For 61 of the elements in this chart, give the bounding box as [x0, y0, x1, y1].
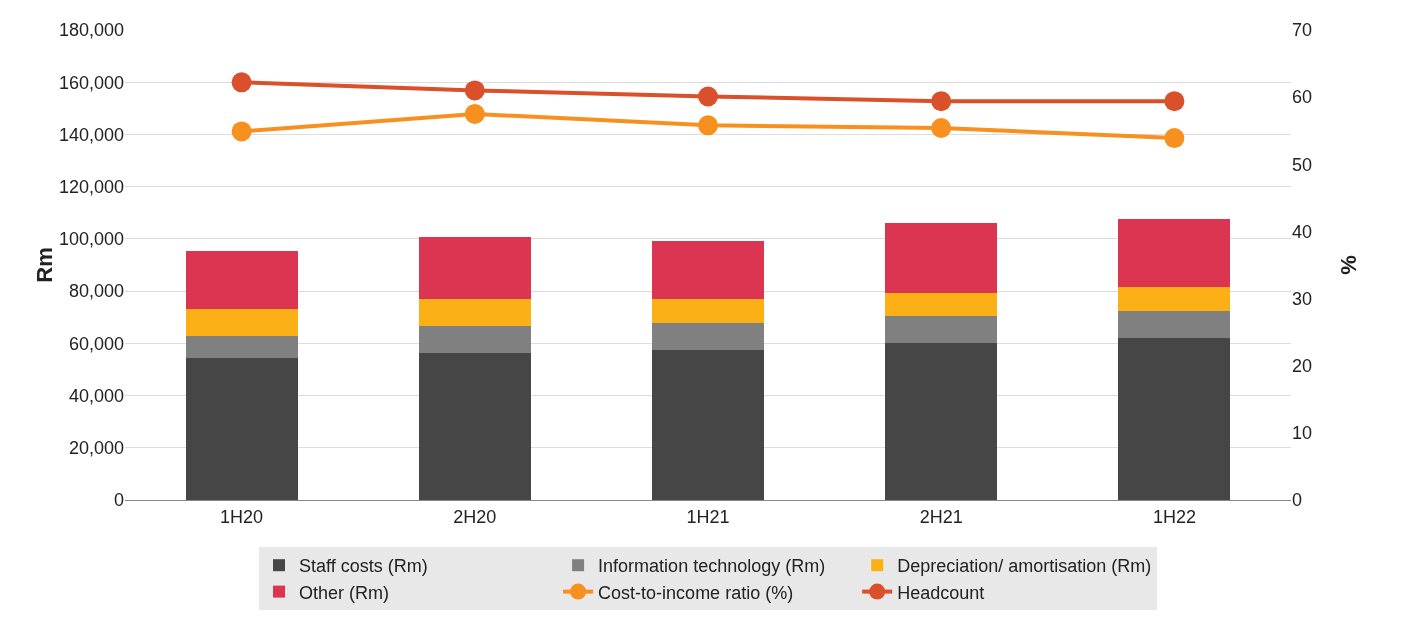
bar — [185, 251, 298, 309]
legend-label: Information technology (Rm) — [598, 556, 826, 577]
y-tick-label: 180,000 — [58, 20, 124, 41]
bar — [652, 350, 764, 500]
x-tick-label: 2H21 — [919, 506, 963, 527]
bar — [1118, 310, 1231, 339]
y-tick-label: 100,000 — [58, 229, 124, 250]
bar — [885, 316, 998, 344]
y-tick-label: 40,000 — [68, 385, 124, 406]
bar — [652, 323, 764, 351]
point — [464, 80, 485, 101]
y2-axis-title: % — [1336, 255, 1361, 275]
bar — [185, 308, 298, 337]
y2-tick-label: 70 — [1292, 20, 1313, 41]
bar — [418, 237, 531, 299]
y-tick-label: 20,000 — [68, 438, 124, 459]
point — [1164, 91, 1185, 112]
point — [698, 115, 718, 136]
bar — [652, 241, 764, 299]
x-tick-label: 1H21 — [686, 506, 730, 527]
bar — [1118, 219, 1231, 287]
legend-label: Headcount — [897, 582, 985, 603]
bar — [885, 343, 998, 500]
legend-label: Cost-to-income ratio (%) — [598, 582, 794, 603]
point — [231, 72, 252, 93]
x-tick-label: 1H22 — [1152, 506, 1196, 527]
bar — [418, 298, 531, 327]
bar — [885, 292, 998, 317]
y-tick-label: 160,000 — [58, 72, 124, 93]
point — [231, 121, 252, 142]
bar — [1118, 338, 1231, 500]
point — [1164, 128, 1185, 149]
y-tick-label: 140,000 — [58, 124, 124, 145]
legend-label: Depreciation/ amortisation (Rm) — [897, 556, 1152, 577]
y-tick-label: 80,000 — [68, 281, 124, 302]
bar — [185, 358, 298, 500]
y2-tick-label: 60 — [1292, 87, 1313, 108]
bar — [652, 298, 764, 324]
legend-label: Staff costs (Rm) — [299, 556, 428, 577]
legend-label: Other (Rm) — [299, 582, 389, 603]
bar — [418, 326, 531, 354]
y-tick-label: 120,000 — [58, 176, 124, 197]
point — [698, 86, 718, 107]
y2-tick-label: 0 — [1292, 490, 1303, 511]
point — [931, 118, 952, 139]
bar — [1118, 286, 1231, 311]
bar — [885, 223, 998, 293]
x-tick-label: 2H20 — [453, 506, 497, 527]
bar — [418, 353, 531, 500]
y-tick-label: 60,000 — [68, 333, 124, 354]
point — [931, 91, 952, 112]
y2-tick-label: 40 — [1292, 221, 1313, 242]
y2-tick-label: 20 — [1292, 356, 1313, 377]
y2-tick-label: 30 — [1292, 288, 1313, 309]
y-tick-label: 0 — [113, 490, 124, 511]
point — [464, 103, 485, 124]
y2-tick-label: 50 — [1292, 154, 1313, 175]
bar — [185, 336, 298, 359]
x-tick-label: 1H20 — [220, 506, 264, 527]
y2-tick-label: 10 — [1292, 423, 1313, 444]
y-axis-title: Rm — [31, 247, 57, 283]
